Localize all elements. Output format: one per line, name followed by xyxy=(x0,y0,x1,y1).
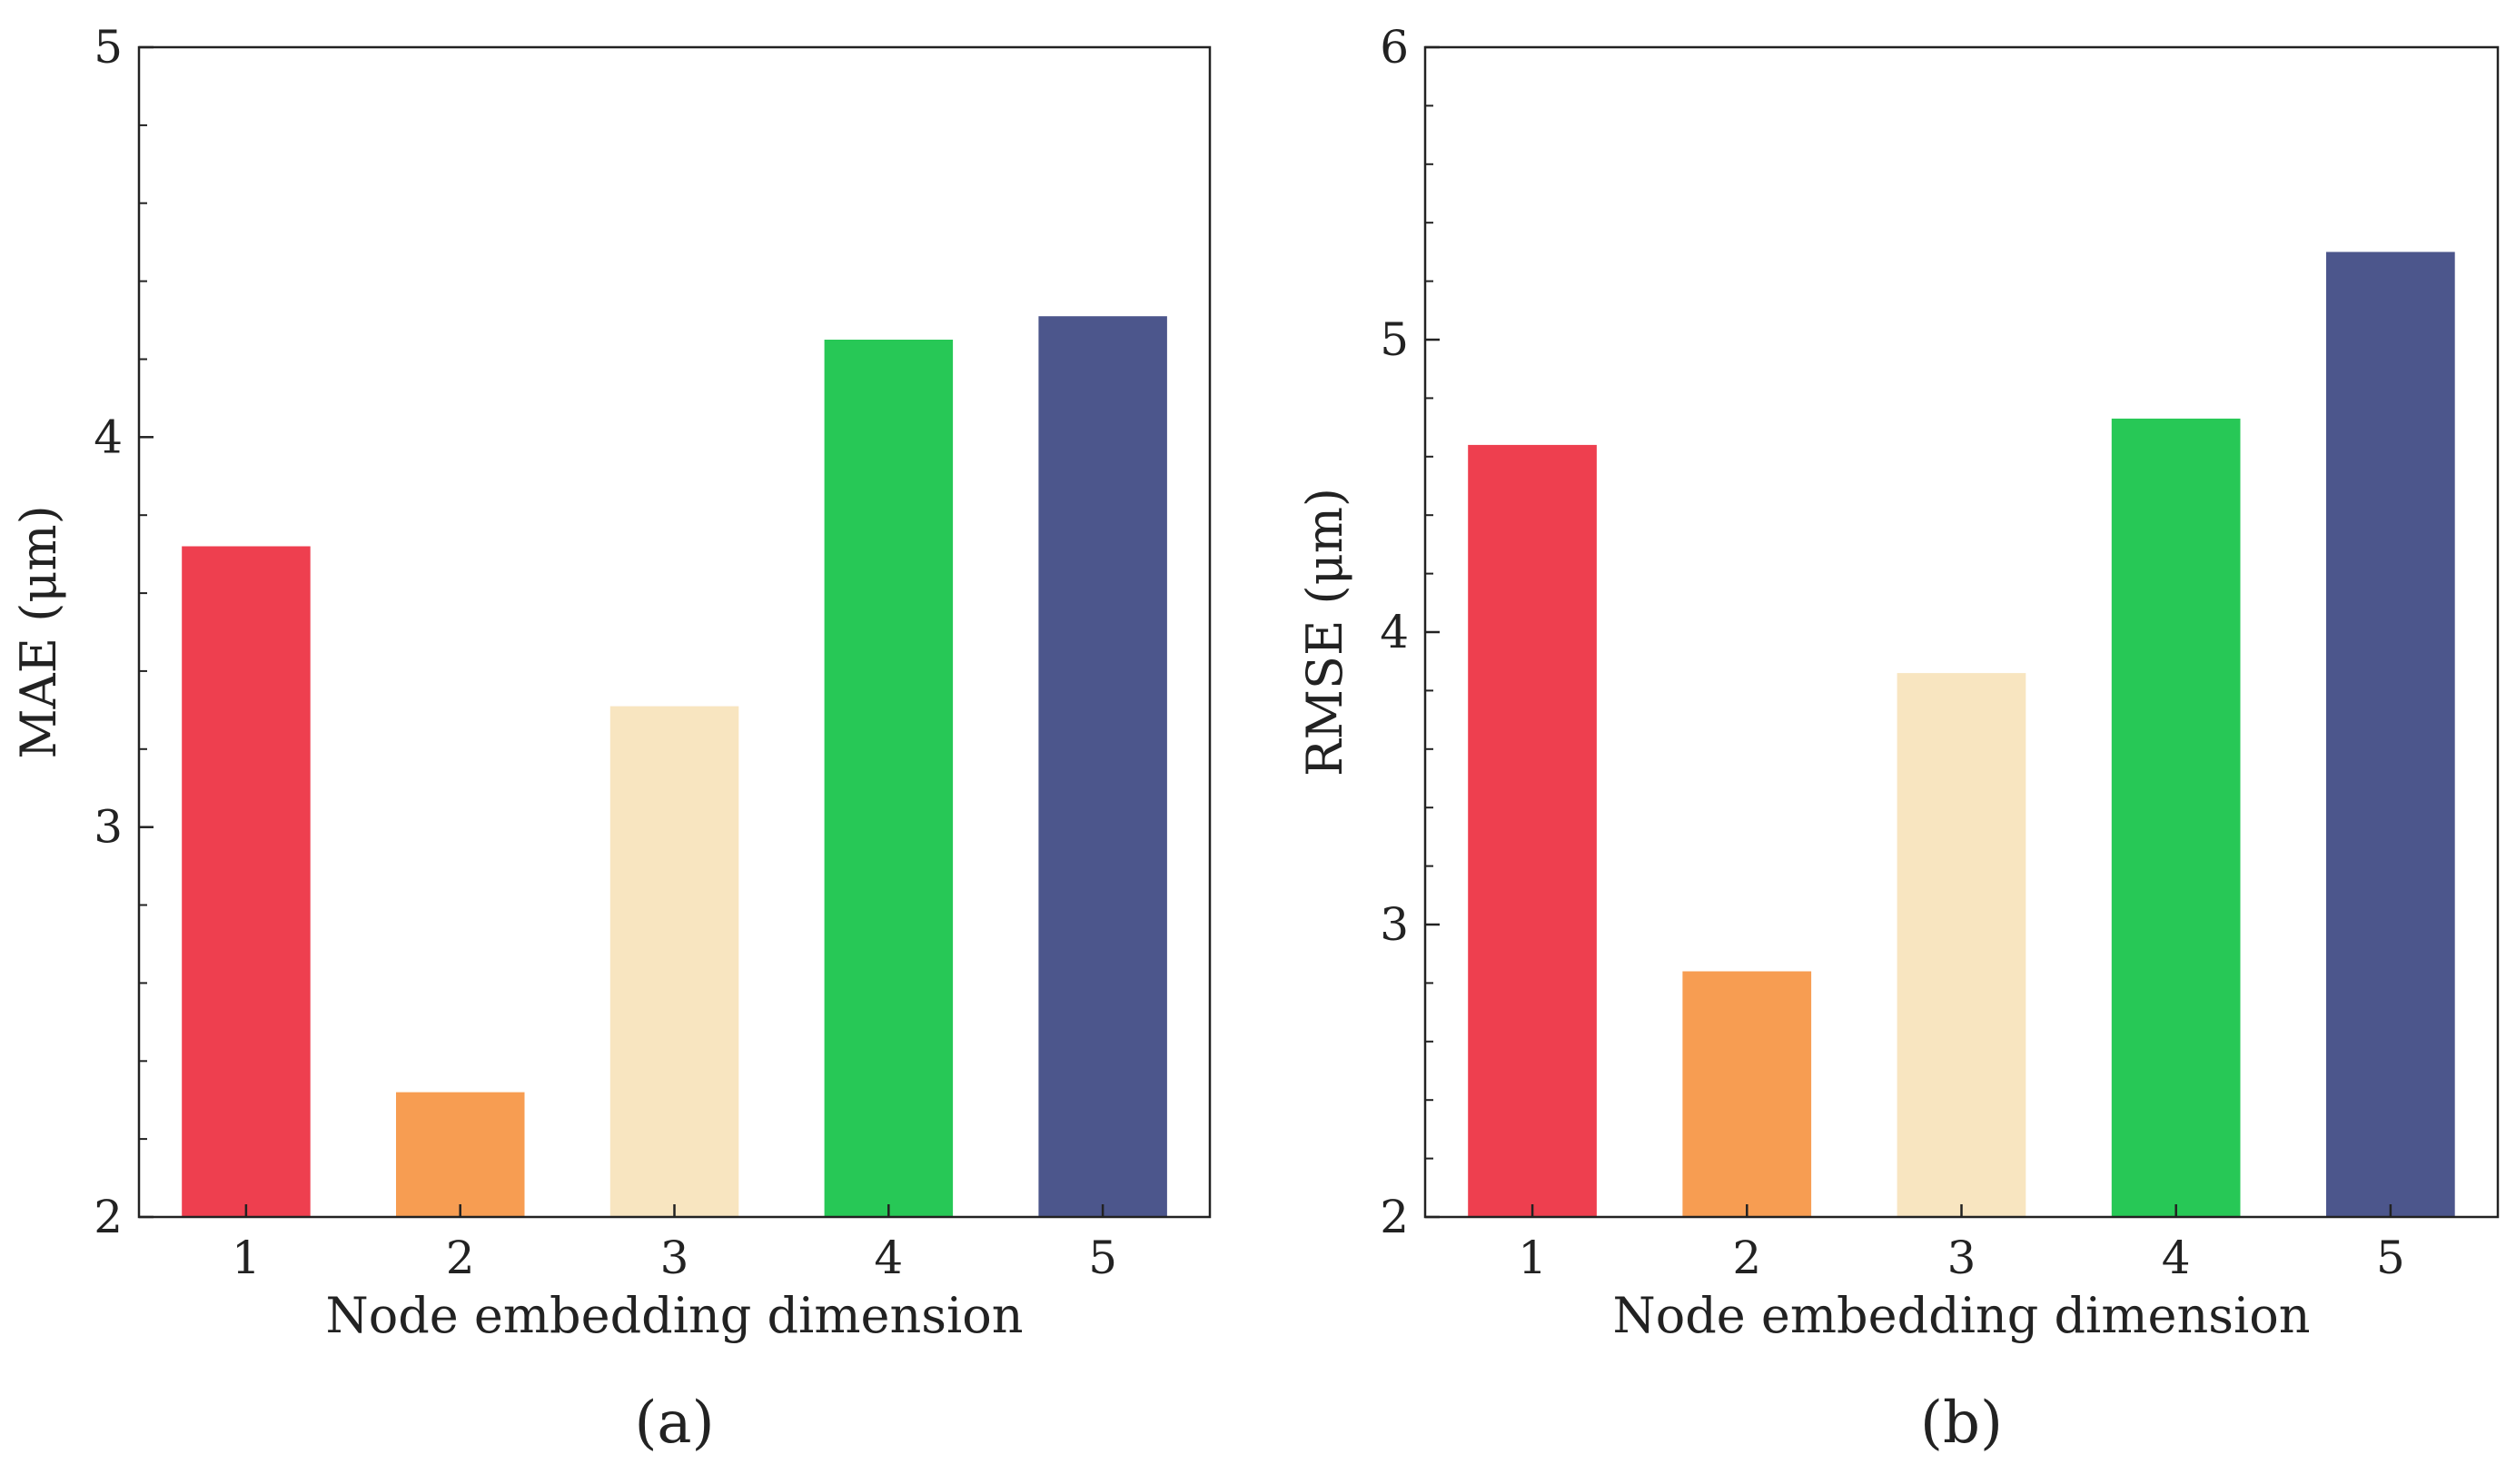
bar-a-5 xyxy=(1038,316,1167,1217)
bar-a-2 xyxy=(396,1092,525,1217)
y-tick-label-a-4: 4 xyxy=(94,411,123,463)
x-tick-label-a-2: 2 xyxy=(446,1232,475,1284)
y-axis-title-b: RMSE (μm) xyxy=(1296,488,1353,777)
x-axis-title-a: Node embedding dimension xyxy=(325,1287,1023,1344)
x-tick-label-b-3: 3 xyxy=(1947,1232,1976,1284)
y-tick-label-b-5: 5 xyxy=(1380,313,1409,366)
bar-b-1 xyxy=(1468,444,1597,1217)
x-tick-label-b-1: 1 xyxy=(1518,1232,1547,1284)
bar-a-3 xyxy=(609,706,739,1217)
panel-label-a: (a) xyxy=(634,1390,714,1457)
x-tick-label-b-5: 5 xyxy=(2376,1232,2405,1284)
panel-a: 2 3 4 5 1 2 3 4 5 Node embedding dimension MAE (μm… xyxy=(10,21,1212,1457)
bar-b-3 xyxy=(1897,673,2026,1217)
bar-a-1 xyxy=(182,546,311,1217)
x-tick-label-a-3: 3 xyxy=(660,1232,689,1284)
bar-b-5 xyxy=(2326,252,2455,1217)
x-axis-title-b: Node embedding dimension xyxy=(1612,1287,2310,1344)
x-tick-label-a-5: 5 xyxy=(1088,1232,1117,1284)
y-tick-label-b-4: 4 xyxy=(1380,606,1409,658)
y-tick-label-a-3: 3 xyxy=(94,801,123,854)
y-tick-label-a-2: 2 xyxy=(94,1191,123,1243)
y-tick-label-a-5: 5 xyxy=(94,21,123,74)
x-tick-label-a-4: 4 xyxy=(874,1232,903,1284)
y-tick-label-b-6: 6 xyxy=(1380,21,1409,74)
bar-a-4 xyxy=(824,340,954,1217)
y-tick-label-b-3: 3 xyxy=(1380,898,1409,951)
bar-b-2 xyxy=(1682,971,1812,1217)
y-tick-label-b-2: 2 xyxy=(1380,1191,1409,1243)
x-tick-label-b-4: 4 xyxy=(2162,1232,2191,1284)
x-tick-label-a-1: 1 xyxy=(232,1232,261,1284)
panel-b: 2 3 4 5 6 1 2 3 4 5 Node embedding dimension RMSE (… xyxy=(1296,21,2500,1457)
x-tick-label-b-2: 2 xyxy=(1732,1232,1761,1284)
panel-label-b: (b) xyxy=(1920,1390,2003,1457)
bar-b-4 xyxy=(2111,418,2241,1217)
y-axis-title-a: MAE (μm) xyxy=(10,505,67,758)
